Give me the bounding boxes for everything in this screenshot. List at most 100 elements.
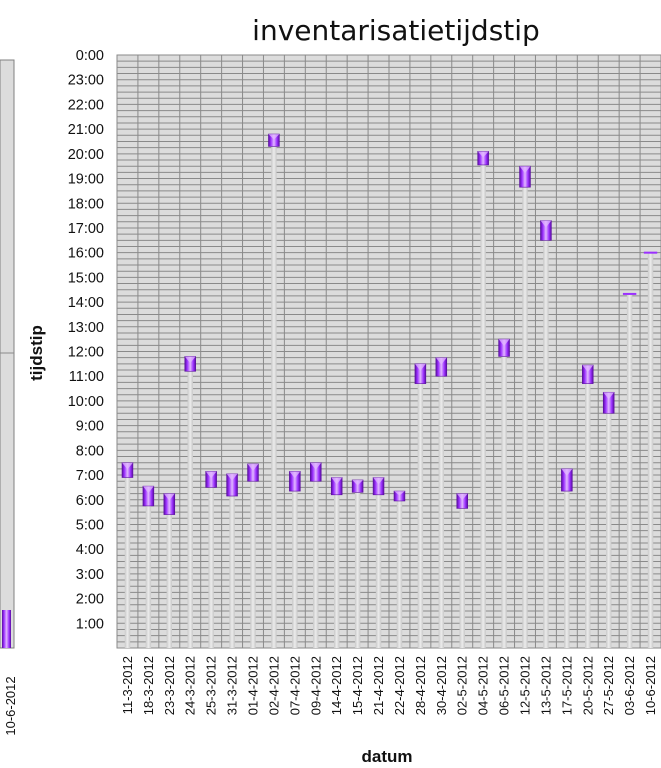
bar-cap-01-4-2012 bbox=[247, 463, 259, 471]
y-tick-label: 12:00 bbox=[68, 345, 104, 361]
bar-stem bbox=[459, 508, 465, 648]
x-tick-label: 02-5-2012 bbox=[455, 656, 470, 715]
bar-stem bbox=[396, 500, 403, 648]
y-tick-label: 16:00 bbox=[68, 246, 104, 262]
left-panel: 10-6-2012 bbox=[0, 59, 18, 736]
x-tick-label: 18-3-2012 bbox=[141, 656, 156, 715]
x-tick-label: 13-5-2012 bbox=[538, 656, 553, 715]
x-tick-label: 17-5-2012 bbox=[559, 656, 574, 715]
bar-cap-11-3-2012 bbox=[122, 462, 133, 470]
bar-cap-27-5-2012 bbox=[603, 392, 615, 400]
bar-stems bbox=[124, 146, 654, 649]
bar-stem bbox=[585, 383, 591, 648]
bar-cap-12-5-2012 bbox=[519, 166, 531, 174]
y-tick-label: 19:00 bbox=[68, 172, 104, 188]
bar-cap-06-5-2012 bbox=[498, 339, 510, 347]
y-tick-label: 13:00 bbox=[68, 320, 104, 336]
y-tick-label: 17:00 bbox=[68, 221, 104, 237]
bar-stem bbox=[438, 376, 445, 648]
bar-stem bbox=[480, 164, 486, 648]
gridlines bbox=[117, 55, 661, 648]
bar-stem bbox=[271, 146, 277, 648]
left-panel-bar bbox=[2, 610, 11, 648]
x-tick-label: 31-3-2012 bbox=[225, 656, 240, 715]
bar-cap-21-4-2012 bbox=[373, 477, 384, 485]
y-tick-label: 3:00 bbox=[76, 567, 104, 583]
bar-cap-17-5-2012 bbox=[561, 468, 573, 476]
x-tick-label: 07-4-2012 bbox=[287, 656, 302, 715]
x-tick-label: 22-4-2012 bbox=[392, 656, 407, 715]
y-tick-label: 4:00 bbox=[76, 542, 104, 558]
y-tick-label: 10:00 bbox=[68, 394, 104, 410]
bar-cap-14-4-2012 bbox=[331, 477, 343, 485]
x-tick-label: 10-6-2012 bbox=[643, 656, 658, 715]
x-tick-label: 12-5-2012 bbox=[518, 656, 533, 715]
y-tick-label: 23:00 bbox=[68, 73, 104, 89]
y-tick-label: 22:00 bbox=[68, 97, 104, 113]
y-tick-label: 15:00 bbox=[68, 270, 104, 286]
bar-cap-25-3-2012 bbox=[205, 471, 217, 479]
bar-cap-15-4-2012 bbox=[352, 479, 364, 486]
y-axis-title: tijdstip bbox=[27, 325, 46, 381]
bar-stem bbox=[375, 494, 382, 648]
bar-cap-24-3-2012 bbox=[184, 356, 196, 364]
bar-stem bbox=[124, 477, 131, 648]
y-tick-label: 1:00 bbox=[76, 616, 104, 632]
bar-stem bbox=[501, 356, 507, 648]
x-tick-label: 24-3-2012 bbox=[183, 656, 198, 715]
x-tick-label: 25-3-2012 bbox=[204, 656, 219, 715]
bar-stem bbox=[250, 481, 256, 648]
bar-stem bbox=[522, 187, 528, 649]
bar-cap-23-3-2012 bbox=[163, 493, 175, 501]
x-tick-label: 09-4-2012 bbox=[308, 656, 323, 715]
bar-stem bbox=[564, 491, 570, 648]
y-tick-label: 7:00 bbox=[76, 468, 104, 484]
y-tick-label: 0:00 bbox=[76, 48, 104, 64]
x-tick-label: 11-3-2012 bbox=[120, 656, 135, 714]
y-tick-label: 2:00 bbox=[76, 592, 104, 608]
bar-cap-02-5-2012 bbox=[456, 493, 468, 501]
bar-stem bbox=[292, 491, 298, 648]
bar-stem bbox=[626, 293, 633, 648]
x-tick-label: 20-5-2012 bbox=[580, 656, 595, 715]
x-tick-label: 28-4-2012 bbox=[413, 656, 428, 715]
y-tick-label: 6:00 bbox=[76, 493, 104, 509]
y-tick-label: 9:00 bbox=[76, 419, 104, 435]
x-tick-labels: 11-3-2012 18-3-2012 23-3-2012 24-3-2012 25-3… bbox=[120, 656, 658, 715]
bar-stem bbox=[187, 371, 193, 648]
bar-cap-20-5-2012 bbox=[582, 365, 594, 373]
bar-cap-30-4-2012 bbox=[435, 357, 447, 365]
bar-stem bbox=[543, 240, 549, 648]
bar-cap-13-5-2012 bbox=[540, 220, 552, 228]
x-tick-label: 23-3-2012 bbox=[162, 656, 177, 715]
y-tick-label: 18:00 bbox=[68, 196, 104, 212]
x-tick-label: 01-4-2012 bbox=[246, 656, 261, 715]
bar-stem bbox=[354, 492, 361, 648]
bar-cap-07-4-2012 bbox=[289, 471, 301, 479]
x-tick-label: 15-4-2012 bbox=[350, 656, 365, 715]
bar-stem bbox=[333, 494, 340, 648]
bar-cap-31-3-2012 bbox=[226, 473, 238, 481]
bar-stem bbox=[145, 505, 152, 648]
bar-stem bbox=[166, 514, 173, 648]
x-axis-title: datum bbox=[362, 747, 413, 766]
y-tick-label: 20:00 bbox=[68, 147, 104, 163]
bar-cap-02-4-2012 bbox=[268, 134, 280, 140]
x-tick-label: 06-5-2012 bbox=[497, 656, 512, 715]
x-tick-label: 30-4-2012 bbox=[434, 656, 449, 715]
bar-cap-04-5-2012 bbox=[477, 151, 489, 158]
y-tick-label: 11:00 bbox=[69, 369, 104, 385]
bar-cap-22-4-2012 bbox=[394, 491, 405, 496]
left-panel-date-label: 10-6-2012 bbox=[3, 676, 18, 735]
bar-stem bbox=[605, 413, 612, 648]
chart-title: inventarisatietijdstip bbox=[252, 14, 540, 47]
bar-stem bbox=[647, 252, 654, 648]
left-panel-plot-area bbox=[0, 59, 15, 649]
x-tick-label: 04-5-2012 bbox=[476, 656, 491, 715]
y-tick-label: 8:00 bbox=[76, 443, 104, 459]
x-tick-label: 27-5-2012 bbox=[601, 656, 616, 715]
bar-cap-09-4-2012 bbox=[310, 462, 322, 470]
bar-cap-18-3-2012 bbox=[142, 486, 154, 494]
bar-stem bbox=[208, 487, 214, 648]
bar-stem bbox=[229, 496, 235, 648]
